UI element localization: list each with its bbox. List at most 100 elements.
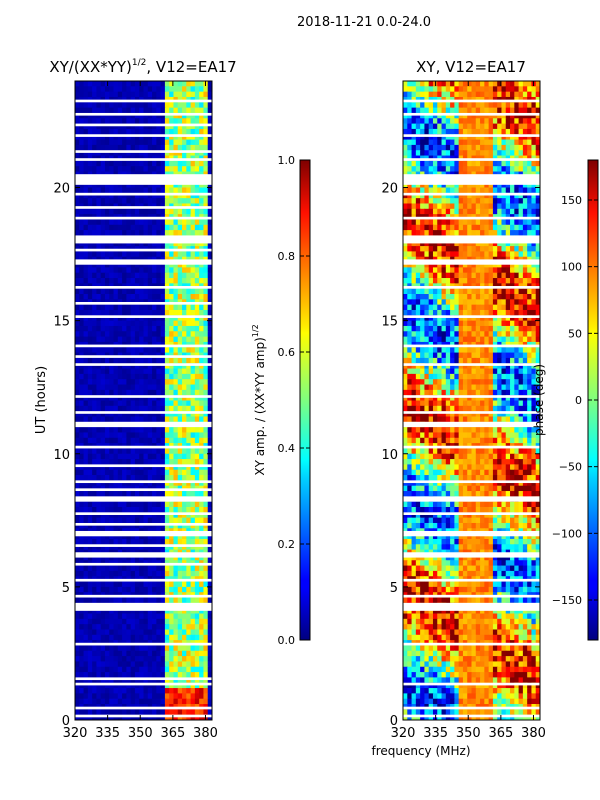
heatmap-cell: [186, 661, 192, 668]
heatmap-cell: [497, 251, 503, 258]
heatmap-cell: [134, 309, 140, 316]
heatmap-cell: [173, 182, 179, 189]
heatmap-cell: [139, 240, 145, 247]
heatmap-cell: [169, 645, 175, 652]
heatmap-cell: [160, 107, 166, 114]
heatmap-cell: [173, 682, 179, 689]
heatmap-cell: [92, 325, 98, 332]
heatmap-cell: [79, 357, 85, 364]
heatmap-cell: [164, 389, 170, 396]
heatmap-cell: [130, 554, 136, 561]
heatmap-cell: [156, 565, 162, 572]
heatmap-cell: [173, 150, 179, 157]
heatmap-cell: [177, 533, 183, 540]
heatmap-cell: [475, 150, 481, 157]
heatmap-cell: [475, 224, 481, 231]
heatmap-cell: [143, 272, 149, 279]
heatmap-cell: [203, 475, 209, 481]
heatmap-cell: [527, 150, 533, 157]
heatmap-cell: [194, 554, 200, 561]
heatmap-cell: [480, 240, 485, 247]
heatmap-cell: [92, 278, 98, 284]
heatmap-cell: [75, 325, 80, 332]
heatmap-cell: [122, 166, 127, 173]
heatmap-cell: [403, 81, 408, 87]
heatmap-cell: [156, 357, 162, 364]
heatmap-cell: [147, 198, 153, 205]
heatmap-cell: [497, 182, 503, 189]
heatmap-cell: [83, 501, 89, 508]
heatmap-cell: [134, 107, 140, 114]
heatmap-cell: [450, 150, 455, 157]
heatmap-cell: [177, 714, 183, 720]
heatmap-cell: [130, 512, 136, 519]
heatmap-cell: [182, 160, 187, 167]
heatmap-cell: [173, 315, 179, 322]
heatmap-cell: [510, 91, 515, 98]
heatmap-cell: [96, 432, 102, 439]
heatmap-cell: [130, 107, 136, 114]
heatmap-cell: [96, 102, 102, 109]
heatmap-cell: [441, 198, 447, 205]
heatmap-cell: [156, 320, 162, 327]
heatmap-cell: [152, 507, 157, 513]
heatmap-cell: [130, 522, 136, 529]
heatmap-cell: [143, 533, 149, 540]
heatmap-cell: [160, 224, 166, 231]
heatmap-cell: [139, 634, 145, 641]
heatmap-cell: [527, 91, 533, 98]
heatmap-cell: [207, 491, 212, 497]
heatmap-cell: [177, 240, 183, 247]
heatmap-cell: [143, 134, 149, 141]
heatmap-cell: [75, 480, 80, 487]
heatmap-cell: [113, 102, 119, 109]
heatmap-cell: [117, 565, 123, 572]
heatmap-cell: [207, 666, 212, 673]
heatmap-cell: [194, 411, 200, 418]
heatmap-cell: [177, 267, 183, 274]
heatmap-cell: [194, 517, 200, 524]
heatmap-cell: [126, 645, 132, 652]
heatmap-cell: [462, 144, 468, 151]
heatmap-cell: [126, 597, 132, 604]
heatmap-cell: [450, 118, 455, 125]
heatmap-cell: [173, 102, 179, 109]
heatmap-cell: [79, 565, 85, 572]
heatmap-cell: [203, 554, 209, 561]
heatmap-cell: [147, 533, 153, 540]
flagged-time-band: [75, 123, 212, 127]
heatmap-cell: [92, 267, 98, 274]
heatmap-cell: [407, 118, 413, 125]
heatmap-cell: [104, 331, 110, 338]
heatmap-cell: [432, 224, 438, 231]
heatmap-cell: [122, 309, 127, 316]
flagged-time-band: [75, 158, 212, 161]
heatmap-cell: [164, 512, 170, 519]
heatmap-cell: [518, 150, 524, 157]
heatmap-cell: [432, 123, 438, 130]
heatmap-cell: [501, 187, 507, 194]
heatmap-cell: [505, 192, 511, 199]
heatmap-cell: [87, 278, 93, 284]
heatmap-cell: [156, 405, 162, 412]
y-tick-label: 10: [53, 448, 70, 463]
heatmap-cell: [194, 134, 200, 141]
heatmap-cell: [96, 331, 102, 338]
heatmap-cell: [122, 480, 127, 487]
heatmap-cell: [92, 320, 98, 327]
heatmap-cell: [501, 150, 507, 157]
heatmap-cell: [75, 629, 80, 636]
heatmap-cell: [454, 240, 460, 247]
heatmap-cell: [173, 480, 179, 487]
heatmap-cell: [475, 107, 481, 114]
heatmap-cell: [441, 102, 447, 109]
heatmap-cell: [207, 123, 212, 130]
heatmap-cell: [156, 714, 162, 720]
heatmap-cell: [462, 203, 468, 210]
heatmap-cell: [484, 187, 490, 194]
heatmap-cell: [139, 86, 145, 93]
heatmap-cell: [96, 118, 102, 125]
heatmap-cell: [190, 480, 196, 487]
heatmap-cell: [186, 347, 192, 354]
heatmap-cell: [109, 251, 115, 258]
